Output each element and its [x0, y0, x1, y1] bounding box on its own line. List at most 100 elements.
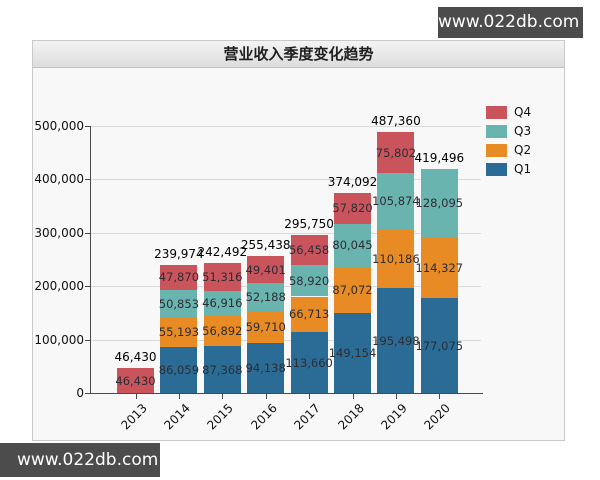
bar-segment-label: 50,853 [158, 296, 200, 311]
y-axis-tick [85, 393, 90, 394]
watermark-top: www.022db.com [438, 7, 583, 38]
bar-segment-label: 75,802 [375, 145, 417, 160]
legend-swatch-q4 [486, 106, 507, 119]
y-gridline [90, 179, 481, 180]
legend-item-q1: Q1 [486, 163, 531, 176]
bar-segment-q1-2020 [420, 298, 458, 393]
bar-segment-q1-2015 [203, 346, 241, 393]
bar-segment-q4-2017 [290, 234, 328, 265]
bar-segment-label: 66,713 [288, 307, 330, 322]
bar-segment-q2-2015 [203, 315, 241, 347]
bar-segment-label: 59,710 [245, 319, 286, 334]
chart-legend: Q4 Q3 Q2 Q1 [486, 106, 531, 182]
x-axis-tick [309, 394, 311, 399]
y-gridline [90, 125, 481, 127]
bar-segment-label: 177,075 [415, 338, 464, 353]
bar-segment-label: 46,430 [115, 373, 156, 388]
x-axis-tick [439, 394, 441, 399]
bar-segment-label: 80,045 [332, 238, 373, 253]
bar-segment-q4-2016 [247, 256, 285, 283]
bar-segment-label: 86,059 [158, 362, 200, 377]
bar-segment-label: 46,916 [202, 296, 243, 311]
bar-segment-label: 58,920 [288, 273, 330, 288]
bar-segment-q3-2015 [203, 290, 241, 316]
bar-segment-label: 47,870 [158, 270, 200, 285]
bar-segment-label: 51,316 [202, 269, 243, 284]
bar-segment-q1-2018 [334, 313, 371, 393]
bar-segment-label: 105,874 [372, 194, 420, 209]
y-axis-line [90, 125, 91, 394]
bar-total-label: 239,974 [154, 246, 204, 261]
y-axis-tick [85, 286, 90, 287]
y-axis-tick [85, 125, 90, 127]
bar-segment-q3-2017 [290, 264, 328, 297]
y-gridline [90, 339, 481, 341]
bar-segment-label: 56,892 [202, 324, 243, 339]
bar-segment-q1-2019 [377, 288, 415, 393]
y-axis-label: 400,000 [34, 172, 84, 186]
y-axis-label: 100,000 [34, 332, 84, 347]
bar-segment-q3-2019 [377, 172, 415, 230]
legend-swatch-q2 [486, 144, 507, 157]
bar-segment-q3-2020 [420, 168, 458, 238]
bar-segment-q3-2018 [334, 223, 371, 267]
bar-segment-q1-2014 [160, 346, 198, 393]
y-axis-tick [85, 232, 90, 234]
bar-segment-label: 87,072 [332, 282, 373, 297]
legend-swatch-q1 [486, 163, 507, 176]
x-axis-tick [395, 394, 397, 399]
y-gridline [90, 232, 481, 234]
bar-segment-q4-2014 [160, 264, 198, 291]
x-axis-tick [135, 394, 137, 399]
bar-segment-q2-2014 [160, 317, 198, 347]
bar-segment-q2-2017 [290, 296, 328, 333]
bar-segment-label: 49,401 [245, 262, 286, 277]
x-axis-tick [178, 394, 180, 399]
bar-segment-q1-2017 [290, 332, 328, 393]
bar-segment-label: 110,186 [372, 251, 420, 266]
legend-label: Q3 [514, 124, 532, 138]
x-axis-tick [265, 394, 267, 399]
bar-segment-label: 113,660 [285, 355, 333, 370]
bar-total-label: 295,750 [284, 216, 334, 231]
legend-label: Q2 [514, 143, 532, 157]
legend-item-q3: Q3 [486, 125, 531, 138]
bar-segment-label: 52,188 [245, 289, 286, 304]
y-axis-tick [85, 339, 90, 341]
bar-total-label: 419,496 [414, 150, 465, 165]
bar-segment-q2-2019 [377, 229, 415, 289]
y-axis-label: 300,000 [34, 225, 84, 240]
bar-segment-q2-2020 [420, 237, 458, 299]
bar-segment-label: 114,327 [415, 260, 464, 275]
y-axis-tick [85, 179, 90, 180]
bar-segment-q3-2016 [247, 282, 285, 311]
bar-segment-label: 149,154 [328, 346, 377, 361]
bar-segment-label: 94,138 [245, 360, 286, 375]
bar-segment-q4-2013 [117, 368, 154, 393]
bar-segment-q4-2019 [377, 132, 415, 173]
legend-item-q2: Q2 [486, 144, 531, 157]
bar-segment-q2-2016 [247, 310, 285, 343]
bar-total-label: 255,438 [240, 238, 291, 253]
bar-segment-q2-2018 [334, 266, 371, 314]
bar-segment-label: 57,820 [332, 201, 373, 216]
bar-segment-label: 87,368 [202, 362, 243, 377]
bar-segment-label: 128,095 [415, 195, 464, 210]
x-axis-line [90, 393, 483, 394]
y-axis-label: 200,000 [34, 279, 84, 293]
chart-title: 营业收入季度变化趋势 [33, 41, 564, 68]
bar-total-label: 374,092 [327, 174, 378, 189]
y-axis-label: 0 [76, 386, 84, 400]
bar-total-label: 242,492 [197, 245, 248, 260]
bar-segment-q1-2016 [247, 342, 285, 393]
bar-segment-label: 56,458 [288, 242, 330, 257]
legend-item-q4: Q4 [486, 106, 531, 119]
y-axis-label: 500,000 [34, 118, 84, 133]
x-axis-tick [222, 394, 224, 399]
bar-segment-q4-2015 [203, 263, 241, 291]
bar-total-label: 487,360 [371, 114, 421, 129]
bar-segment-q3-2014 [160, 290, 198, 318]
bar-segment-label: 195,498 [372, 333, 420, 348]
legend-label: Q4 [514, 105, 532, 119]
